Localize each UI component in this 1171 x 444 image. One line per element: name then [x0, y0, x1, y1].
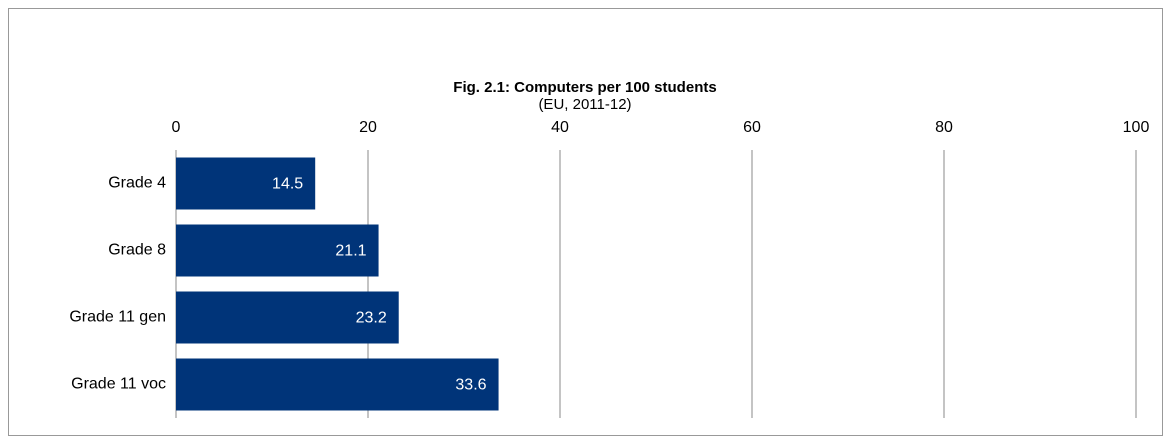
x-tick-label: 20	[359, 119, 377, 136]
bar	[176, 157, 316, 210]
y-tick-label: Grade 11 voc	[71, 376, 166, 393]
x-tick-label: 80	[935, 119, 953, 136]
bar	[176, 358, 499, 411]
data-label: 33.6	[455, 377, 486, 394]
x-tick-label: 40	[551, 119, 569, 136]
y-tick-label: Grade 4	[108, 175, 166, 192]
data-label: 21.1	[335, 243, 366, 260]
bar	[176, 224, 379, 277]
data-label: 14.5	[272, 176, 303, 193]
chart-title: Fig. 2.1: Computers per 100 students	[453, 79, 716, 96]
x-tick-label: 100	[1123, 119, 1150, 136]
y-tick-label: Grade 11 gen	[69, 309, 166, 326]
y-tick-label: Grade 8	[108, 242, 166, 259]
data-label: 23.2	[356, 310, 387, 327]
x-tick-label: 60	[743, 119, 761, 136]
bar	[176, 291, 399, 344]
x-tick-label: 0	[172, 119, 181, 136]
chart-subtitle: (EU, 2011-12)	[538, 96, 631, 113]
